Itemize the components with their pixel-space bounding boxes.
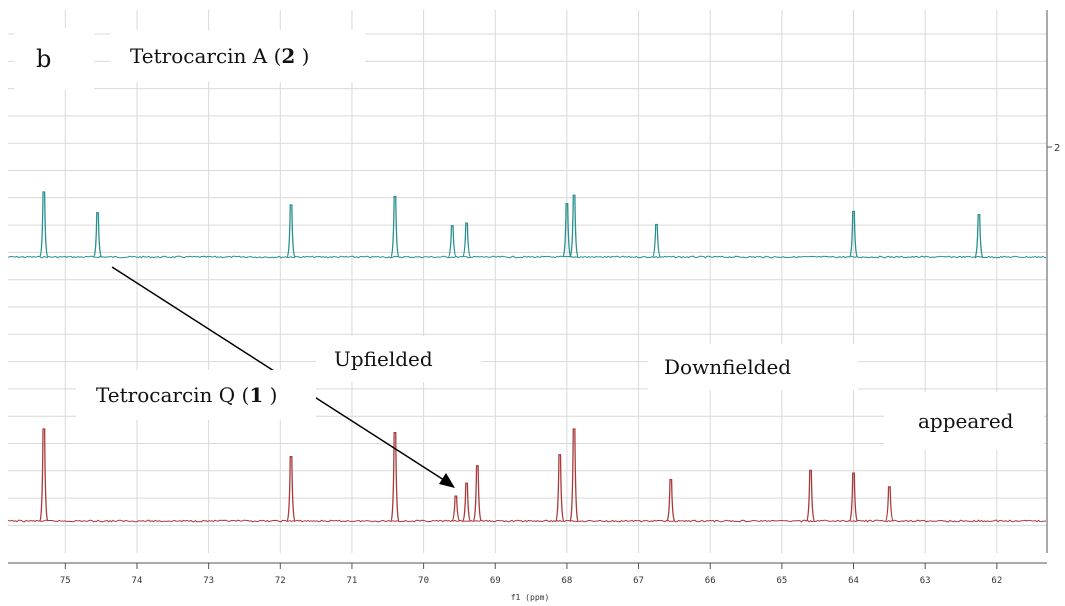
bottom-spectrum-peak <box>451 495 461 522</box>
x-tick-label: 62 <box>991 576 1002 586</box>
x-axis-ticks: 75 74 73 72 71 70 69 68 67 66 65 64 63 62 <box>60 563 1002 586</box>
top-spectrum-peak <box>562 203 572 258</box>
chart-grid <box>8 10 1047 553</box>
x-tick-label: 74 <box>132 576 143 586</box>
top-spectrum-peak <box>39 191 49 258</box>
top-spectrum-peak <box>651 223 662 258</box>
top-spectrum-peak <box>390 195 400 258</box>
panel-label-text: b <box>36 45 52 73</box>
bottom-spectrum-peak <box>555 454 565 522</box>
top-spectrum-peak <box>974 214 984 258</box>
bottom-spectrum-peak <box>805 469 816 522</box>
bottom-spectrum-peak <box>472 465 482 522</box>
top-spectrum-peak <box>447 225 457 258</box>
bottom-spectrum-baseline <box>7 519 1047 523</box>
bottom-spectrum-label: Tetrocarcin Q (1 ) <box>76 370 316 420</box>
x-tick-label: 71 <box>347 576 358 586</box>
bottom-spectrum-peak <box>286 455 296 522</box>
bottom-spectrum-peak <box>39 428 49 522</box>
bottom-spectrum-peak <box>461 482 472 522</box>
x-tick-label: 63 <box>920 576 931 586</box>
x-tick-label: 75 <box>60 576 71 586</box>
panel-label: b <box>14 28 94 90</box>
bottom-spectrum-peak <box>666 478 676 522</box>
bottom-spectrum-peak <box>884 486 895 522</box>
x-tick-label: 64 <box>848 576 859 586</box>
top-spectrum-baseline <box>7 255 1047 259</box>
x-tick-label: 67 <box>633 576 644 586</box>
x-tick-label: 70 <box>418 576 429 586</box>
top-spectrum-peak <box>286 204 296 258</box>
appeared-label: appeared <box>884 392 1044 450</box>
top-spectrum <box>7 191 1047 259</box>
bottom-spectrum-peak <box>569 428 579 522</box>
x-axis-label: f1 (ppm) <box>511 593 550 602</box>
top-spectrum-peak <box>569 194 579 258</box>
shift-arrow-head <box>439 473 455 488</box>
x-tick-label: 72 <box>275 576 286 586</box>
downfielded-label: Downfielded <box>648 344 858 390</box>
bottom-spectrum <box>7 428 1047 523</box>
upfielded-label: Upfielded <box>316 336 481 382</box>
top-spectrum-peak <box>461 222 472 258</box>
x-tick-label: 68 <box>561 576 572 586</box>
top-spectrum-peak <box>92 212 103 258</box>
x-tick-label: 73 <box>203 576 214 586</box>
x-tick-label: 66 <box>705 576 716 586</box>
x-tick-label: 65 <box>776 576 787 586</box>
bottom-spectrum-peak <box>848 472 859 522</box>
bottom-spectrum-peak <box>390 432 400 522</box>
top-spectrum-label: Tetrocarcin A (2 ) <box>110 30 365 82</box>
right-axis-tick-label: 2 <box>1054 143 1060 154</box>
x-tick-label: 69 <box>490 576 501 586</box>
top-spectrum-peak <box>848 210 859 258</box>
